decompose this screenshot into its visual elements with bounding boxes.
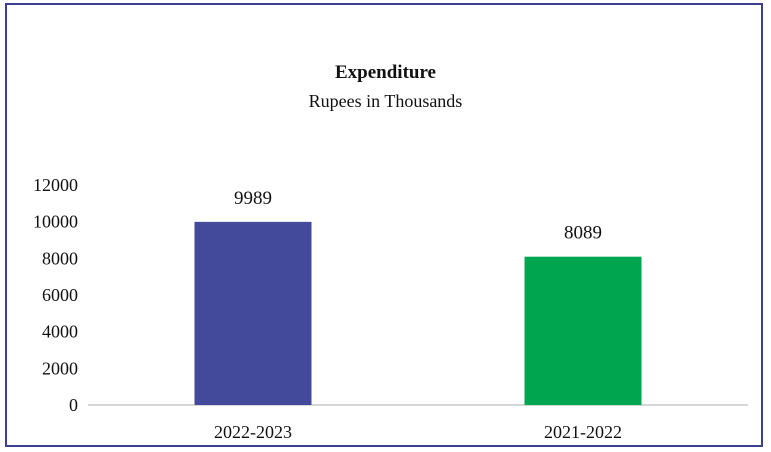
- data-labels: 9989 8089: [234, 188, 602, 244]
- y-tick-label: 10000: [33, 212, 78, 232]
- y-tick-label: 6000: [42, 285, 78, 305]
- y-tick-label: 2000: [42, 358, 78, 378]
- x-tick-label: 2022-2023: [214, 422, 292, 442]
- x-tick-label: 2021-2022: [544, 422, 622, 442]
- bars: [194, 221, 642, 405]
- data-label: 8089: [564, 223, 602, 244]
- chart-subtitle: Rupees in Thousands: [308, 91, 463, 111]
- y-tick-label: 4000: [42, 322, 78, 342]
- data-label: 9989: [234, 188, 272, 209]
- bar-2022-2023: [194, 221, 312, 405]
- y-tick-label: 0: [69, 395, 78, 415]
- chart-title: Expenditure: [334, 62, 436, 83]
- y-tick-label: 12000: [33, 175, 78, 195]
- x-axis-tick-labels: 2022-2023 2021-2022: [214, 422, 622, 442]
- y-tick-label: 8000: [42, 248, 78, 268]
- bar-2021-2022: [524, 256, 642, 405]
- y-axis-tick-labels: 0 2000 4000 6000 8000 10000 12000: [33, 175, 78, 415]
